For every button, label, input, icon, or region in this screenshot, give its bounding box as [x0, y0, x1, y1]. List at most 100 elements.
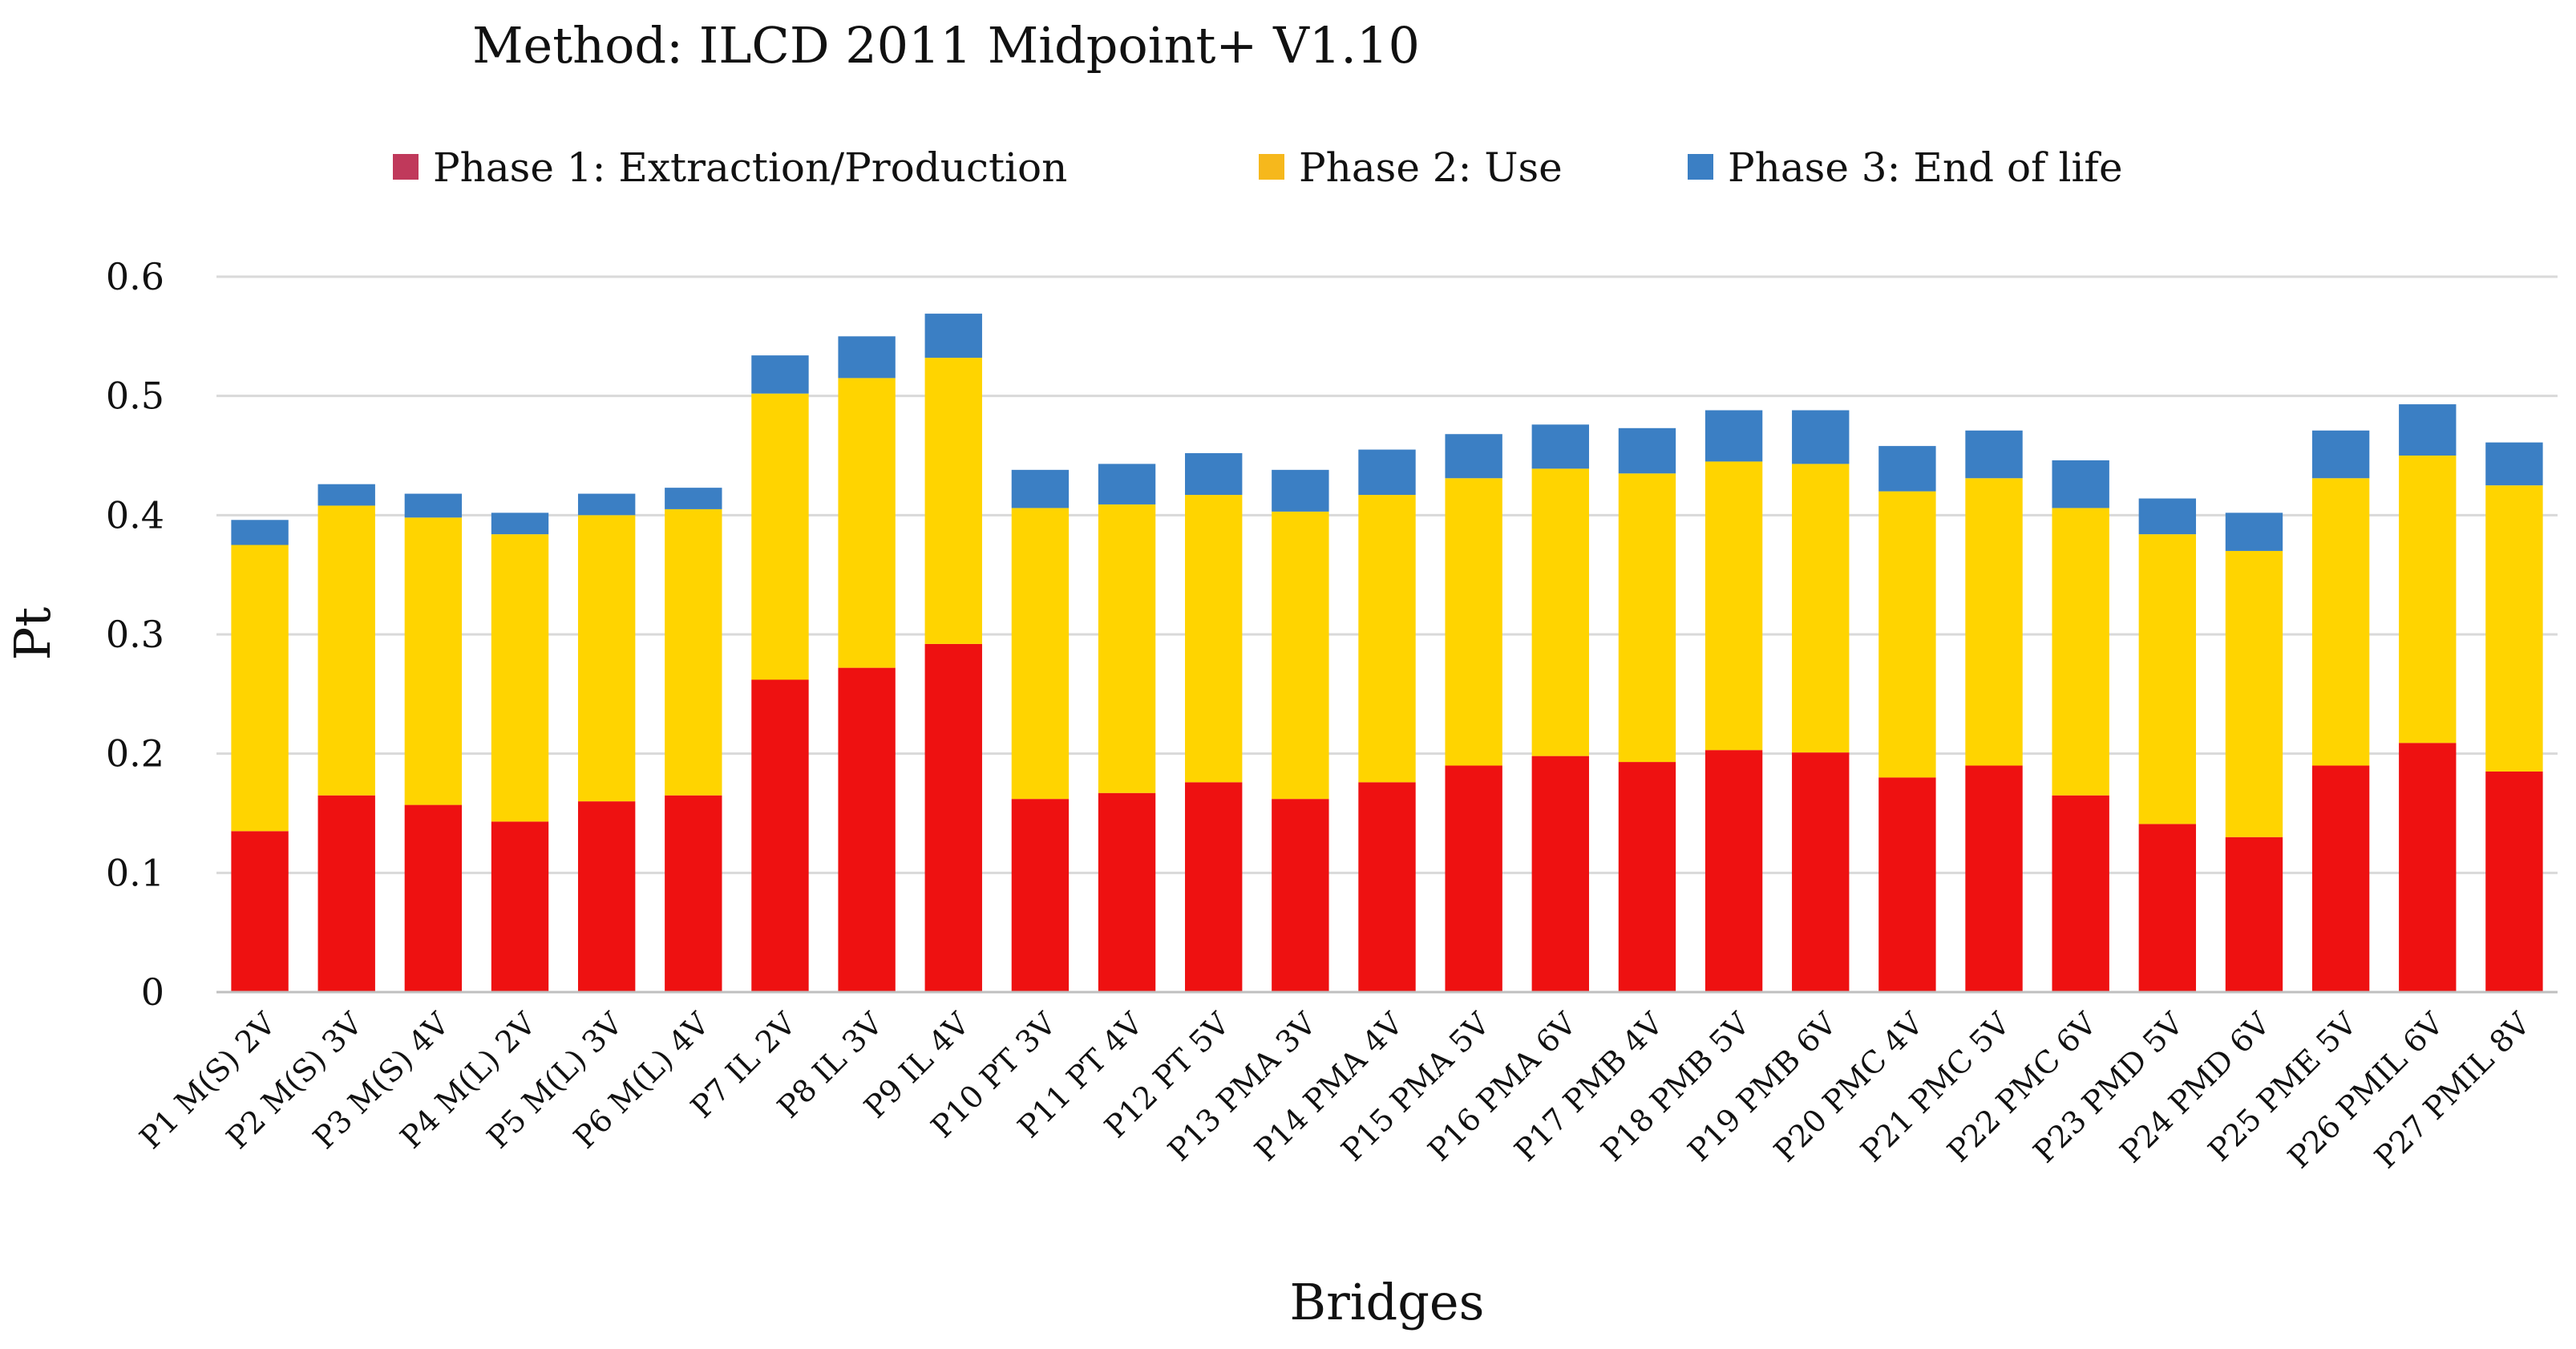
bar-segment-phase-1 [2311, 765, 2370, 992]
bar-segment-phase-2 [665, 508, 722, 796]
bar-segment-phase-3 [1185, 453, 1243, 496]
bar-segment-phase-2 [1445, 478, 1502, 766]
bar-segment-phase-2 [838, 378, 896, 668]
bar-segment-phase-3 [1272, 469, 1329, 512]
bar-segment-phase-3 [2399, 404, 2457, 456]
y-tick-label: 0.4 [106, 493, 164, 537]
bar-segment-phase-1 [1705, 750, 1763, 992]
bar-segment-phase-3 [1445, 434, 1502, 479]
bar-segment-phase-3 [231, 520, 289, 545]
bar-segment-phase-2 [491, 534, 549, 822]
bar-segment-phase-1 [1098, 792, 1156, 992]
bar-segment-phase-1 [1445, 765, 1502, 992]
bar-segment-phase-1 [1792, 752, 1850, 992]
x-tick-label: P16 PMA 6V [1421, 1006, 1583, 1168]
x-tick-label: P20 PMC 4V [1767, 1006, 1931, 1169]
bar-segment-phase-3 [751, 355, 809, 394]
bar-segment-phase-1 [2052, 795, 2109, 992]
bar-segment-phase-2 [1792, 464, 1850, 753]
bar-segment-phase-2 [317, 505, 375, 796]
bar-segment-phase-1 [2138, 824, 2197, 992]
bar-segment-phase-2 [2311, 478, 2370, 766]
legend-swatch-phase-2 [1259, 154, 1284, 180]
bar-segment-phase-1 [665, 795, 722, 992]
bar-segment-phase-2 [1011, 508, 1070, 800]
bar-segment-phase-3 [2225, 512, 2283, 551]
bar-segment-phase-1 [577, 801, 636, 992]
x-tick-label: P26 PMIL 6V [2281, 1006, 2450, 1175]
x-tick-label: P21 PMC 5V [1854, 1006, 2017, 1169]
y-tick-label: 0 [141, 970, 164, 1014]
bar-segment-phase-3 [491, 512, 549, 535]
x-tick-label: P24 PMD 6V [2113, 1006, 2277, 1169]
bar-segment-phase-3 [1358, 449, 1416, 496]
bar-segment-phase-3 [1011, 469, 1070, 508]
bar-segment-phase-3 [2311, 430, 2370, 479]
bar-segment-phase-1 [1965, 765, 2023, 992]
bar-segment-phase-3 [1618, 427, 1676, 474]
y-axis-ticks: 0 0.1 0.2 0.3 0.4 0.5 0.6 [106, 255, 164, 1014]
bar-segment-phase-3 [1098, 464, 1156, 504]
bar-segment-phase-1 [1272, 799, 1329, 992]
bar-segment-phase-1 [924, 643, 982, 992]
bar-segment-phase-2 [2399, 456, 2457, 743]
x-tick-label: P25 PME 5V [2202, 1006, 2364, 1169]
y-tick-label: 0.1 [106, 851, 164, 894]
chart-title: Method: ILCD 2011 Midpoint+ V1.10 [472, 16, 1420, 75]
bar-segment-phase-1 [751, 679, 809, 992]
bar-segment-phase-2 [577, 515, 636, 802]
x-tick-label: P22 PMC 6V [1940, 1006, 2104, 1169]
legend-label-phase-3: Phase 3: End of life [1728, 144, 2123, 191]
y-tick-label: 0.3 [106, 613, 164, 656]
bar-segment-phase-2 [1272, 511, 1329, 800]
bar-segment-phase-3 [1878, 446, 1936, 492]
bar-segment-phase-1 [1011, 799, 1070, 992]
legend-swatch-phase-1 [393, 154, 419, 180]
x-tick-label: P15 PMA 5V [1335, 1006, 1497, 1168]
bar-segment-phase-1 [2485, 771, 2543, 992]
bar-segment-phase-2 [2485, 485, 2543, 772]
bar-segment-phase-3 [1531, 424, 1589, 469]
legend: Phase 1: Extraction/Production Phase 2: U… [393, 144, 2123, 191]
x-tick-label: P19 PMB 6V [1681, 1006, 1844, 1169]
legend-swatch-phase-3 [1688, 154, 1713, 180]
bar-segment-phase-2 [1098, 504, 1156, 793]
bar-segment-phase-3 [404, 493, 463, 518]
bar-segment-phase-2 [1965, 478, 2023, 766]
bar-segment-phase-3 [665, 488, 722, 509]
bar-segment-phase-3 [1792, 410, 1850, 464]
bar-segment-phase-1 [231, 831, 289, 992]
bar-segment-phase-1 [1618, 762, 1676, 992]
x-tick-label: P23 PMD 5V [2027, 1006, 2190, 1169]
x-tick-label: P17 PMB 4V [1507, 1006, 1670, 1169]
bar-segment-phase-1 [1358, 782, 1416, 992]
y-tick-label: 0.6 [106, 255, 164, 298]
x-tick-label: P14 PMA 4V [1248, 1006, 1409, 1168]
bar-segment-phase-1 [2399, 743, 2457, 992]
bar-segment-phase-2 [924, 358, 982, 644]
bar-segment-phase-2 [404, 517, 463, 805]
bar-segment-phase-2 [2225, 550, 2283, 837]
bar-segment-phase-1 [317, 795, 375, 992]
bar-segment-phase-3 [1705, 410, 1763, 462]
bar-segment-phase-1 [1531, 756, 1589, 992]
bar-segment-phase-2 [1531, 468, 1589, 756]
bar-segment-phase-2 [2138, 534, 2197, 824]
bar-segment-phase-1 [404, 804, 463, 992]
bar-segment-phase-3 [2485, 442, 2543, 486]
bar-segment-phase-2 [2052, 508, 2109, 796]
bars [231, 314, 2543, 992]
y-tick-label: 0.2 [106, 732, 164, 776]
x-axis-title: Bridges [1290, 1273, 1485, 1331]
legend-label-phase-1: Phase 1: Extraction/Production [433, 144, 1067, 191]
bar-segment-phase-3 [317, 484, 375, 506]
bar-segment-phase-1 [491, 821, 549, 992]
legend-label-phase-2: Phase 2: Use [1299, 144, 1563, 191]
y-axis-title: Pt [3, 607, 62, 661]
bar-segment-phase-3 [838, 336, 896, 379]
bar-segment-phase-2 [751, 393, 809, 680]
bar-segment-phase-3 [1965, 430, 2023, 479]
bar-segment-phase-2 [1618, 473, 1676, 763]
